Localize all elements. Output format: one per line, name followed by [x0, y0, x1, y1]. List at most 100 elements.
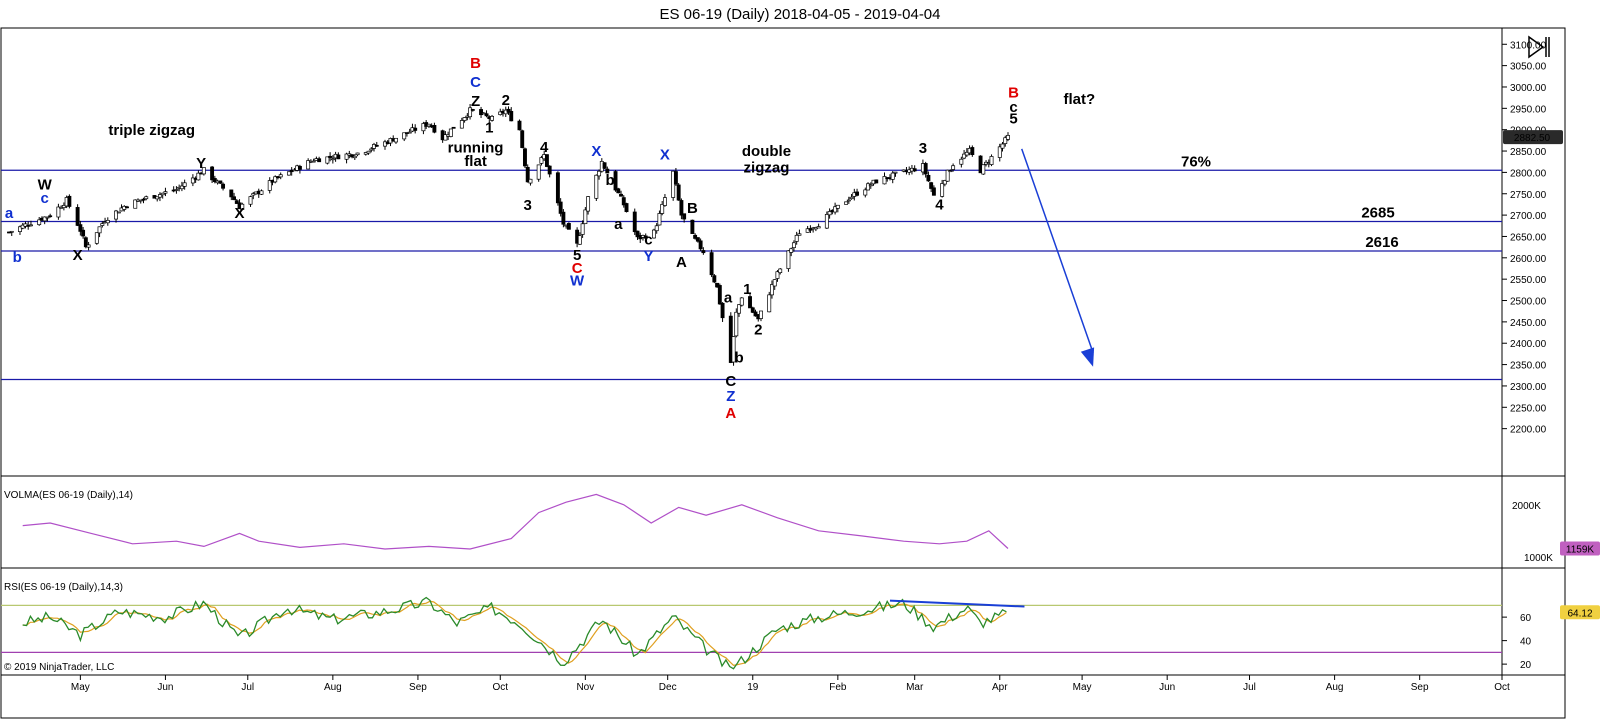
wave-label: 4	[540, 139, 549, 156]
wave-label: C	[470, 74, 481, 91]
candle-body	[643, 235, 648, 239]
candle-body	[951, 165, 956, 170]
candle-body	[259, 190, 264, 195]
price-tick-label: 2300.00	[1510, 382, 1547, 393]
wave-label: 5	[1009, 111, 1017, 128]
candle-body	[942, 180, 947, 185]
candle-body	[555, 172, 560, 204]
candle-body	[657, 213, 662, 226]
candle-body	[709, 252, 714, 276]
candle-body	[770, 284, 774, 296]
candle-body	[330, 158, 335, 161]
candle-body	[328, 155, 333, 158]
candle-body	[20, 224, 25, 229]
wave-label: b	[605, 172, 614, 189]
annotation-text: flat?	[1064, 91, 1096, 108]
month-label: Oct	[492, 682, 508, 693]
candle-body	[306, 160, 311, 170]
wave-label: 2	[502, 92, 510, 109]
month-label: Aug	[1326, 682, 1344, 693]
candle-body	[443, 134, 448, 141]
candle-body	[86, 244, 91, 248]
candle-body	[462, 117, 467, 121]
price-tick-label: 2400.00	[1510, 339, 1547, 350]
projection-arrow-shaft	[1021, 148, 1094, 353]
wave-label: 3	[919, 140, 927, 157]
candle-body	[366, 150, 371, 154]
price-axis-ticks: 3100.003050.003000.002950.002900.002850.…	[1502, 40, 1547, 436]
candle-body	[635, 230, 640, 238]
candle-body	[448, 128, 453, 137]
candle-body	[286, 171, 291, 176]
price-tick-label: 2800.00	[1510, 168, 1547, 179]
level-label: 2685	[1361, 205, 1394, 222]
price-tick-label: 2550.00	[1510, 275, 1547, 286]
wave-label: 5	[573, 247, 581, 264]
candle-body	[964, 151, 969, 156]
candle-body	[597, 170, 602, 177]
price-tick-label: 2950.00	[1510, 104, 1547, 115]
wave-label: 2	[754, 322, 762, 339]
wave-label: X	[660, 147, 670, 164]
candle-body	[695, 237, 700, 242]
wave-label: Z	[471, 93, 480, 110]
annotation-text: running	[448, 139, 504, 156]
candle-body	[325, 156, 330, 164]
rsi-axis-ticks: 60 40 20	[1502, 613, 1532, 671]
candle-body	[613, 171, 618, 191]
candle-body	[739, 297, 744, 306]
month-label: Sep	[409, 682, 427, 693]
candle-body	[849, 196, 854, 200]
candle-body	[701, 250, 706, 254]
candle-body	[662, 197, 667, 206]
candle-body	[336, 154, 341, 160]
wave-label: X	[73, 247, 83, 264]
candle-body	[9, 230, 14, 233]
candle-body	[421, 123, 426, 132]
candle-body	[981, 164, 986, 175]
wave-label: A	[676, 254, 687, 271]
wave-label: a	[614, 216, 623, 233]
candle-body	[179, 185, 184, 190]
month-label: Mar	[906, 682, 924, 693]
price-tick-label: 2600.00	[1510, 254, 1547, 265]
candle-body	[352, 155, 357, 159]
candle-body	[652, 229, 656, 239]
candle-body	[45, 216, 50, 219]
candle-body	[890, 172, 895, 180]
volma-tick: 2000K	[1512, 501, 1541, 512]
wave-label: 1	[485, 120, 493, 137]
candle-body	[748, 296, 752, 309]
wave-label: C	[572, 260, 583, 277]
candle-body	[100, 223, 105, 226]
wave-label: W	[38, 176, 53, 193]
candle-body	[212, 178, 217, 183]
candle-body	[83, 237, 88, 248]
candle-body	[580, 223, 585, 235]
wave-label: Z	[726, 388, 735, 405]
candle-body	[791, 242, 796, 249]
candle-body	[432, 125, 437, 133]
candle-body	[997, 146, 1002, 158]
candle-body	[673, 171, 678, 185]
price-tick-label: 2350.00	[1510, 361, 1547, 372]
candle-body	[234, 200, 239, 204]
price-tick-label: 2200.00	[1510, 425, 1547, 436]
copyright: © 2019 NinjaTrader, LLC	[4, 662, 114, 673]
candle-body	[940, 183, 945, 197]
candle-body	[594, 174, 599, 199]
candle-body	[190, 177, 195, 184]
volma-title: VOLMA(ES 06-19 (Daily),14)	[4, 490, 133, 501]
wave-label: c	[1009, 99, 1017, 116]
candle-body	[753, 311, 758, 317]
scroll-to-end-icon[interactable]	[1528, 35, 1550, 59]
candle-body	[778, 268, 783, 273]
wave-label: C	[725, 373, 736, 390]
candle-body	[978, 155, 983, 174]
candle-body	[660, 204, 665, 214]
month-label: Nov	[576, 682, 594, 693]
candle-body	[539, 157, 544, 164]
price-tick-label: 2700.00	[1510, 211, 1547, 222]
